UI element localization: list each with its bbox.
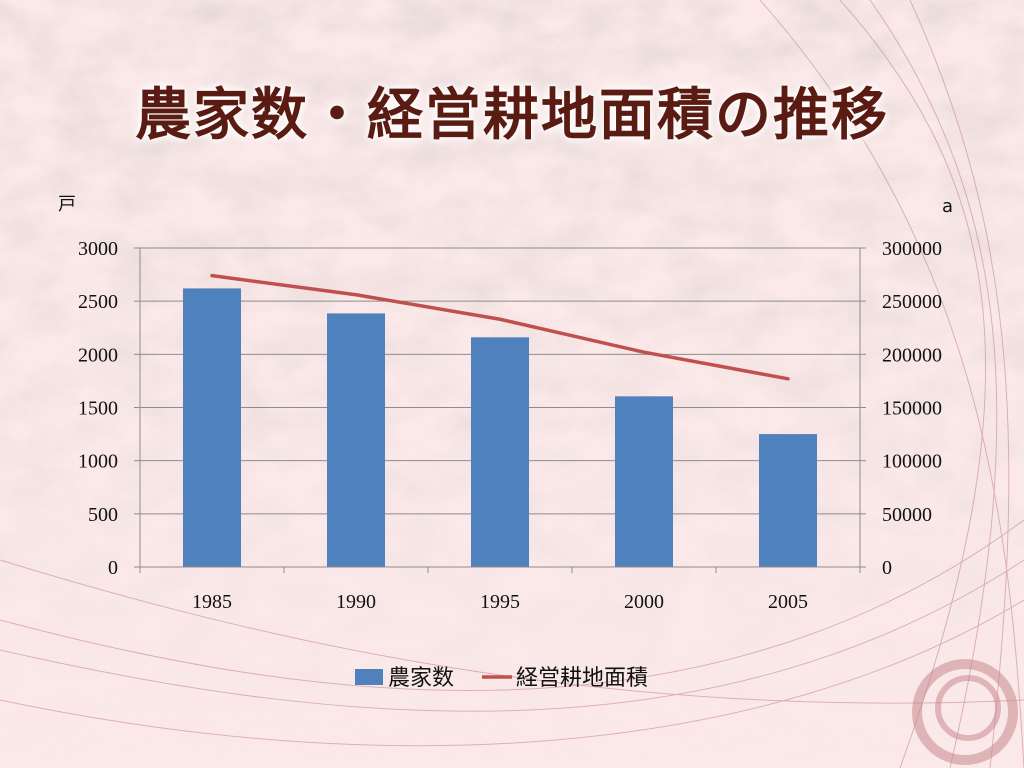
legend-swatch-bar xyxy=(355,669,383,685)
left-axis-tick-label: 500 xyxy=(88,504,118,526)
legend: 農家数 経営耕地面積 xyxy=(355,666,648,691)
right-axis-tick-label: 300000 xyxy=(882,238,942,260)
bar-2005 xyxy=(759,434,817,567)
bar-1990 xyxy=(327,313,385,567)
left-axis-tick-label: 3000 xyxy=(78,238,118,260)
x-axis-tick-label: 2005 xyxy=(768,591,808,613)
left-axis-unit-label: 戸 xyxy=(58,194,76,215)
bar-1995 xyxy=(471,337,529,567)
line-経営耕地面積 xyxy=(210,273,790,381)
left-axis-tick-label: 2500 xyxy=(78,291,118,313)
bar-1985 xyxy=(183,288,241,567)
legend-label-bar: 農家数 xyxy=(388,666,454,691)
bar-series xyxy=(183,288,817,567)
brush-circle-ornament xyxy=(912,659,1018,765)
left-axis-tick-label: 1500 xyxy=(78,398,118,420)
right-axis-tick-label: 0 xyxy=(882,557,892,579)
axes: 0 500 1000 1500 2000 2500 3000 0 50000 100000 1500… xyxy=(78,238,942,613)
right-axis-tick-label: 200000 xyxy=(882,344,942,366)
x-axis-tick-label: 1995 xyxy=(480,591,520,613)
left-axis-tick-label: 2000 xyxy=(78,344,118,366)
right-axis-tick-label: 150000 xyxy=(882,398,942,420)
left-axis-tick-label: 0 xyxy=(108,557,118,579)
right-axis-tick-label: 250000 xyxy=(882,291,942,313)
legend-label-line: 経営耕地面積 xyxy=(516,666,648,691)
x-axis-tick-label: 2000 xyxy=(624,591,664,613)
bar-2000 xyxy=(615,396,673,567)
slide-title: 農家数・経営耕地面積の推移 xyxy=(135,83,889,148)
x-axis-tick-label: 1985 xyxy=(192,591,232,613)
right-axis-tick-label: 50000 xyxy=(882,504,932,526)
right-axis-tick-label: 100000 xyxy=(882,451,942,473)
line-series xyxy=(210,273,790,381)
right-axis-unit-label: a xyxy=(942,196,953,217)
x-axis-tick-label: 1990 xyxy=(336,591,376,613)
left-axis-tick-label: 1000 xyxy=(78,451,118,473)
